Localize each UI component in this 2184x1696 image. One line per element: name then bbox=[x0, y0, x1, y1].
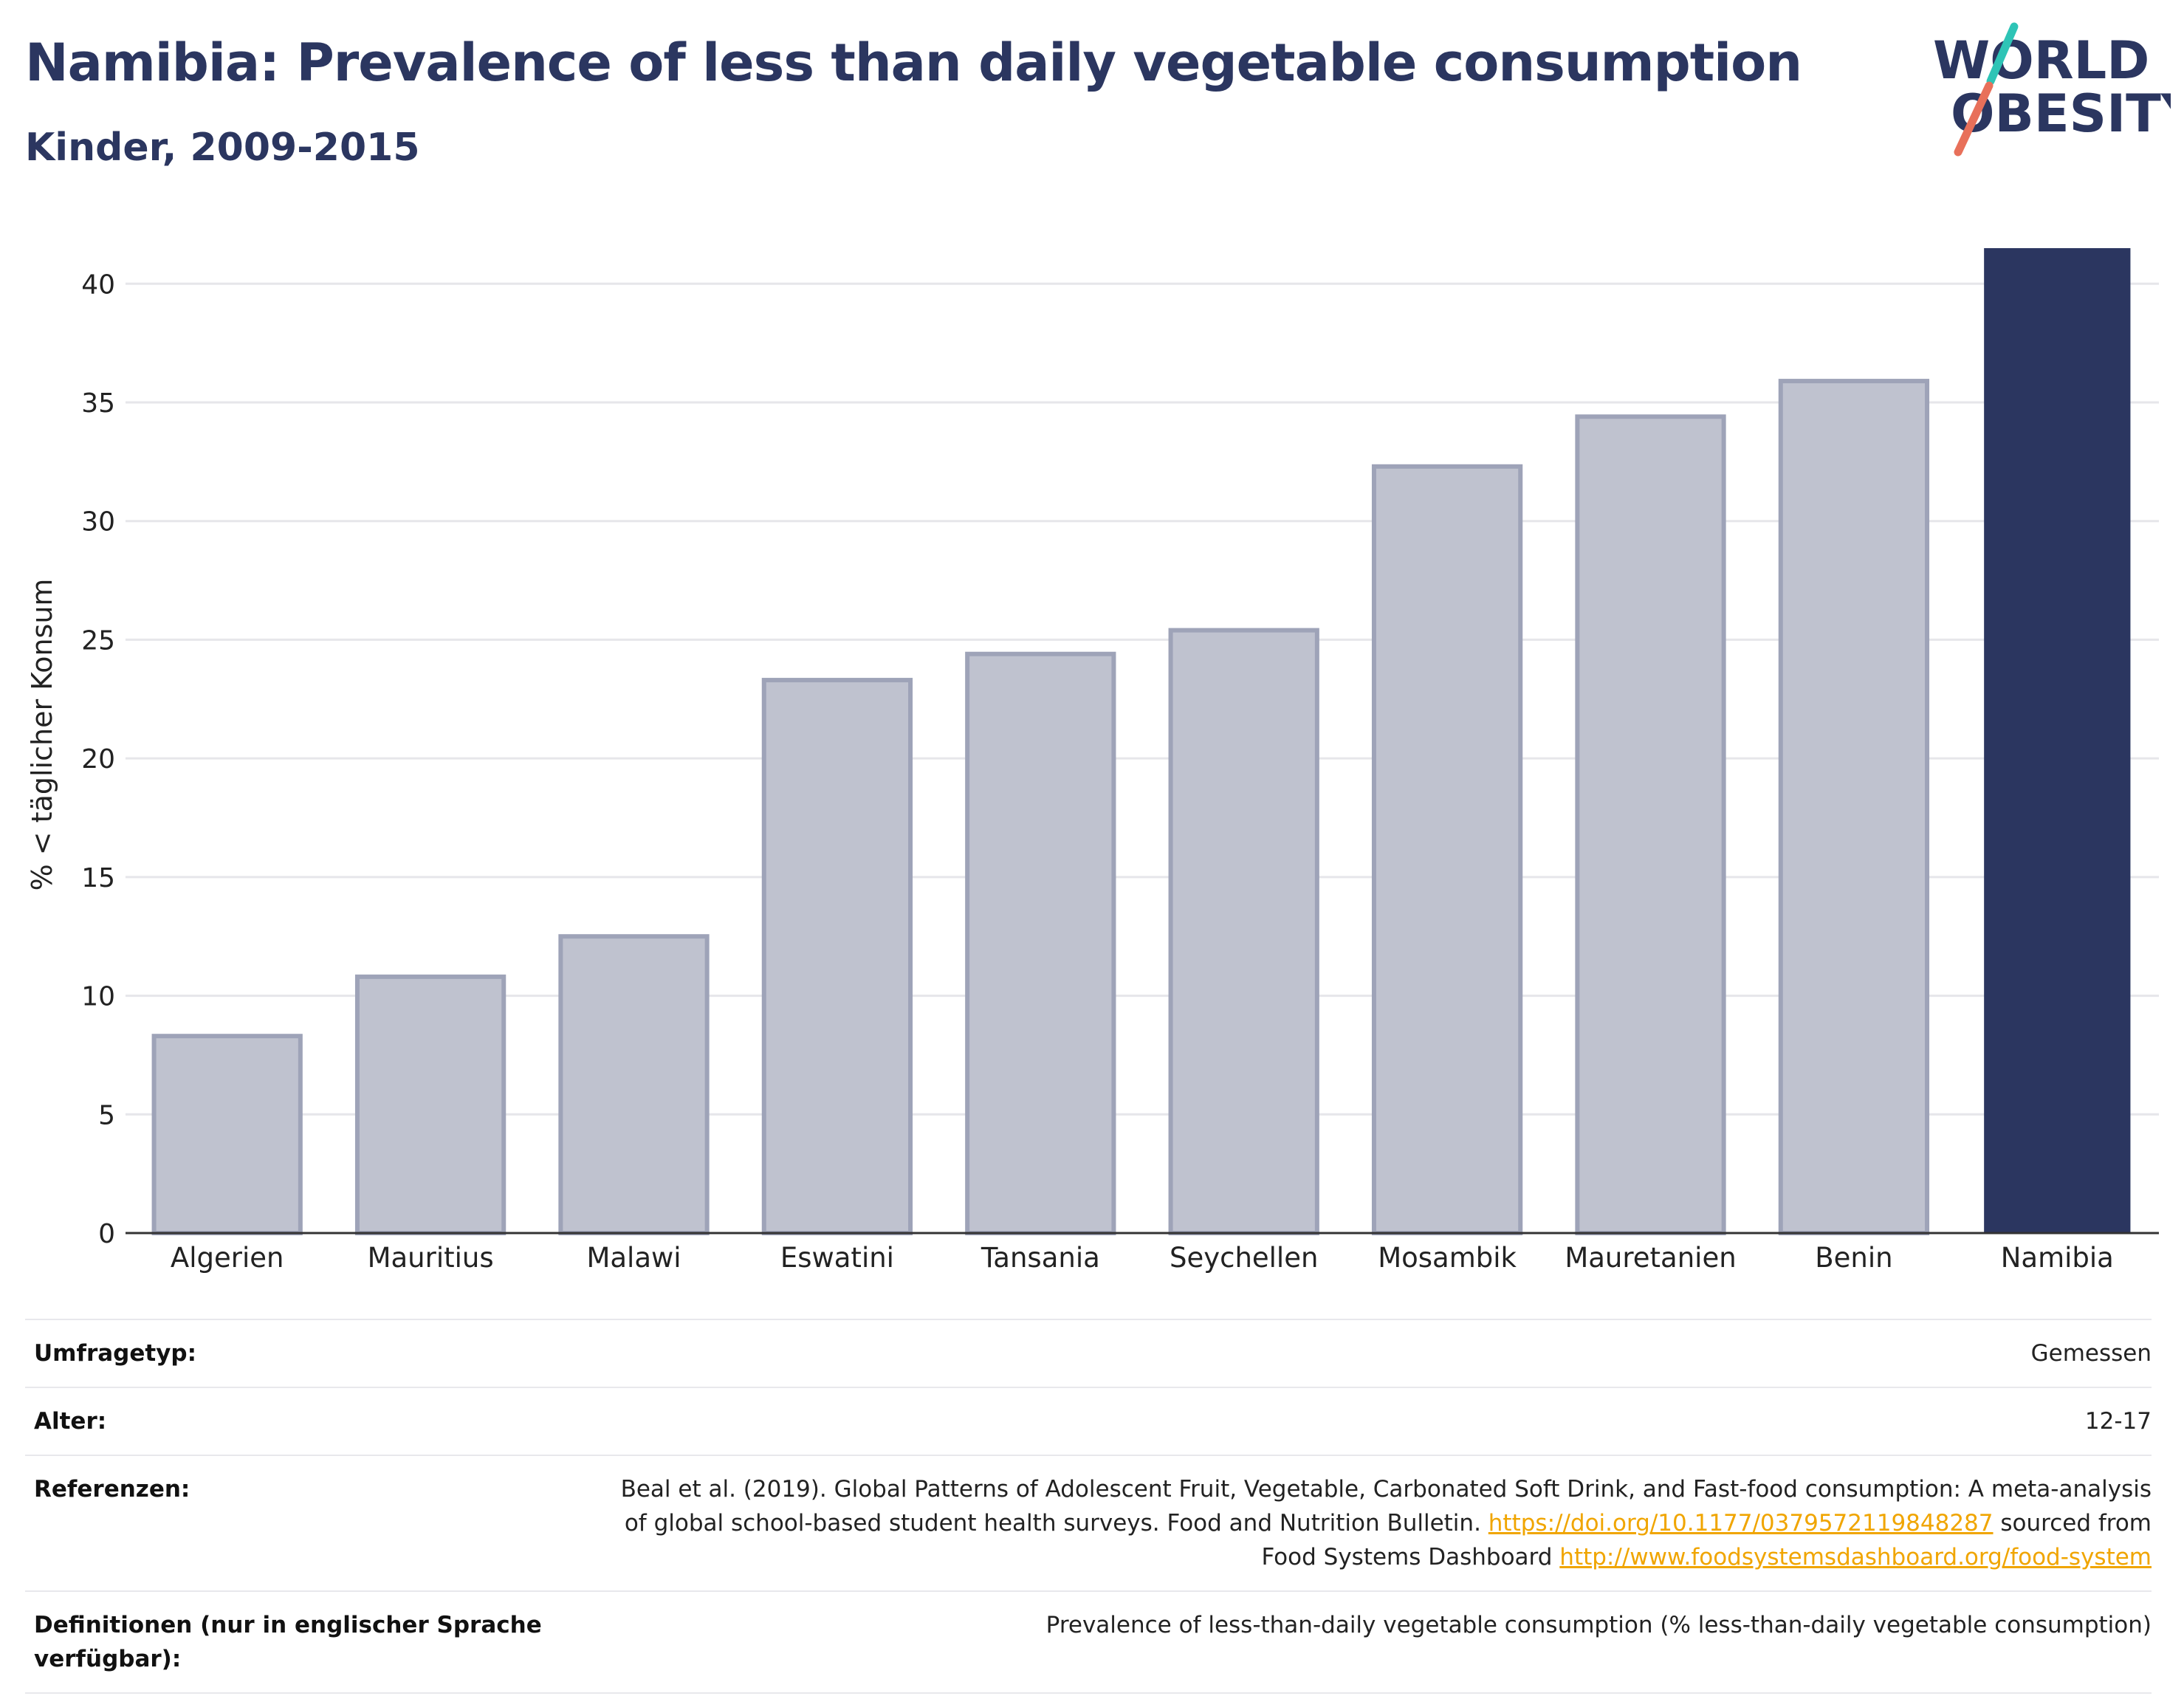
x-tick-label: Algerien bbox=[171, 1242, 284, 1274]
survey-type-label: Umfragetyp: bbox=[34, 1340, 196, 1367]
meta-row-definitions: Definitionen (nur in englischer Sprache … bbox=[25, 1590, 2152, 1694]
x-tick-label: Namibia bbox=[2001, 1242, 2114, 1274]
meta-row-age: Alter: 12-17 bbox=[25, 1387, 2152, 1455]
reference-text-2: of global school-based student health su… bbox=[624, 1510, 1481, 1537]
age-value: 12-17 bbox=[2084, 1408, 2152, 1435]
meta-row-survey: Umfragetyp: Gemessen bbox=[25, 1319, 2152, 1387]
metadata-table: Umfragetyp: Gemessen Alter: 12-17 Refere… bbox=[25, 1319, 2152, 1694]
bar-benin bbox=[1778, 379, 1930, 1236]
bar-chart: 0 5 10 15 20 25 30 35 40 Algerien Mauritius Malawi… bbox=[26, 248, 2159, 1274]
meta-row-references: Referenzen: Beal et al. (2019). Global P… bbox=[25, 1455, 2152, 1590]
x-tick-label: Eswatini bbox=[780, 1242, 894, 1274]
definitions-label: Definitionen (nur in englischer Sprache … bbox=[34, 1612, 542, 1672]
y-tick-label: 5 bbox=[98, 1100, 115, 1130]
x-tick-label: Mauretanien bbox=[1565, 1242, 1736, 1274]
bar-mauritius bbox=[354, 974, 506, 1236]
y-tick-label: 25 bbox=[81, 625, 115, 656]
bar-eswatini bbox=[761, 678, 913, 1235]
x-tick-label: Malawi bbox=[586, 1242, 681, 1274]
x-tick-label: Benin bbox=[1815, 1242, 1892, 1274]
y-tick-label: 20 bbox=[81, 744, 115, 775]
logo-slash-coral bbox=[1954, 81, 1994, 157]
y-tick-label: 0 bbox=[98, 1219, 115, 1249]
bar-seychellen bbox=[1168, 628, 1319, 1235]
references-label: Referenzen: bbox=[34, 1476, 190, 1503]
y-tick-labels: 0 5 10 15 20 25 30 35 40 bbox=[81, 269, 115, 1249]
bar-mauretanien bbox=[1575, 414, 1726, 1235]
reference-text-3: sourced from bbox=[2000, 1510, 2152, 1537]
world-obesity-logo: WORLD OBESITY bbox=[1933, 22, 2171, 157]
y-tick-label: 10 bbox=[81, 982, 115, 1012]
survey-type-value: Gemessen bbox=[2030, 1340, 2152, 1367]
bars bbox=[151, 248, 2131, 1236]
x-tick-label: Mosambik bbox=[1378, 1242, 1517, 1274]
food-systems-link[interactable]: http://www.foodsystemsdashboard.org/food… bbox=[1559, 1544, 2152, 1570]
bar-tansania bbox=[965, 651, 1116, 1235]
x-tick-label: Tansania bbox=[981, 1242, 1100, 1274]
reference-text-1: Beal et al. (2019). Global Patterns of A… bbox=[620, 1476, 2152, 1503]
y-tick-label: 35 bbox=[81, 388, 115, 419]
references-value: Beal et al. (2019). Global Patterns of A… bbox=[566, 1472, 2152, 1574]
bar-algerien bbox=[151, 1034, 303, 1235]
y-tick-label: 40 bbox=[81, 269, 115, 300]
bar-mosambik bbox=[1371, 464, 1523, 1235]
y-tick-label: 30 bbox=[81, 507, 115, 538]
logo-slash-teal bbox=[1986, 22, 2019, 86]
logo-line1: WORLD bbox=[1933, 30, 2149, 91]
y-tick-label: 15 bbox=[81, 863, 115, 893]
doi-link[interactable]: https://doi.org/10.1177/0379572119848287 bbox=[1488, 1510, 1994, 1537]
x-tick-label: Seychellen bbox=[1170, 1242, 1318, 1274]
y-axis-label: % < täglicher Konsum bbox=[26, 579, 58, 891]
x-tick-label: Mauritius bbox=[368, 1242, 494, 1274]
bar-namibia bbox=[1984, 248, 2131, 1234]
chart-title: Namibia: Prevalence of less than daily v… bbox=[25, 32, 1802, 93]
x-tick-labels: Algerien Mauritius Malawi Eswatini Tansania S… bbox=[171, 1242, 2114, 1274]
bar-malawi bbox=[558, 934, 710, 1235]
age-label: Alter: bbox=[34, 1408, 107, 1435]
chart-subtitle: Kinder, 2009-2015 bbox=[25, 126, 420, 170]
definitions-value: Prevalence of less-than-daily vegetable … bbox=[1045, 1612, 2152, 1638]
reference-text-4: Food Systems Dashboard bbox=[1261, 1544, 1553, 1570]
